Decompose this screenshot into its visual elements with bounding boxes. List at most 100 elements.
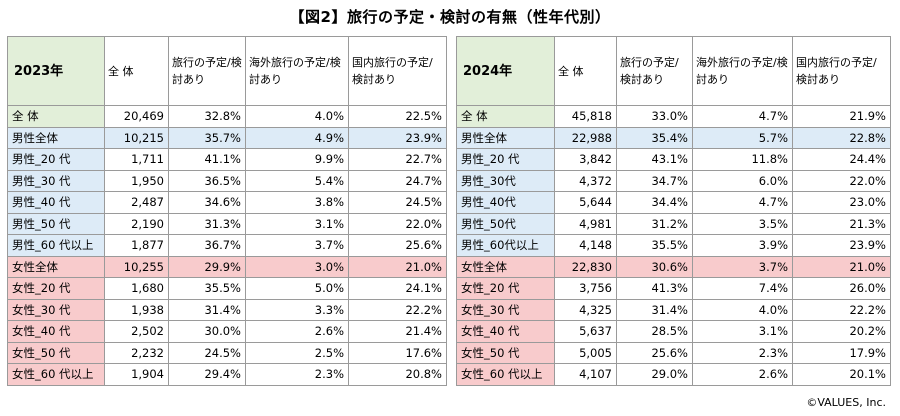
- cell-domestic: 22.8%: [792, 126, 891, 149]
- row-label: 女性_40 代: [7, 320, 105, 343]
- cell-overseas: 5.7%: [692, 126, 793, 149]
- cell-n: 1,950: [104, 169, 169, 192]
- cell-n: 22,988: [554, 126, 617, 149]
- row-label: 男性_40 代: [7, 191, 105, 214]
- row-label: 女性_30 代: [456, 298, 555, 321]
- header-row: 2023年全 体旅行の予定/検討あり 海外旅行の予定/検討あり 国内旅行の予定/検討…: [7, 36, 447, 106]
- cell-travel: 36.5%: [168, 169, 246, 192]
- column-header: 全 体: [554, 36, 617, 106]
- cell-domestic: 24.4%: [792, 148, 891, 171]
- cell-overseas: 2.3%: [692, 341, 793, 364]
- cell-n: 4,981: [554, 212, 617, 235]
- table-row: 女性全体 10,255 29.9% 3.0% 21.0%: [7, 255, 447, 278]
- row-label: 男性_50代: [456, 212, 555, 235]
- cell-overseas: 4.9%: [245, 126, 349, 149]
- cell-travel: 33.0%: [616, 105, 693, 128]
- column-header: 旅行の予定/検討あり: [616, 36, 693, 106]
- column-header: 国内旅行の予定/検討あり: [792, 36, 891, 106]
- cell-n: 2,502: [104, 320, 169, 343]
- cell-travel: 34.4%: [616, 191, 693, 214]
- table-row: 男性_40代 5,644 34.4% 4.7% 23.0%: [456, 191, 891, 214]
- table-row: 女性_60 代以上 4,107 29.0% 2.6% 20.1%: [456, 363, 891, 386]
- cell-travel: 35.4%: [616, 126, 693, 149]
- cell-n: 5,005: [554, 341, 617, 364]
- cell-travel: 31.2%: [616, 212, 693, 235]
- column-header: 全 体: [104, 36, 169, 106]
- cell-travel: 31.3%: [168, 212, 246, 235]
- row-label: 女性_20 代: [456, 277, 555, 300]
- row-label: 女性全体: [456, 255, 555, 278]
- cell-overseas: 3.9%: [692, 234, 793, 257]
- cell-domestic: 22.0%: [792, 169, 891, 192]
- table-row: 女性_20 代 1,680 35.5% 5.0% 24.1%: [7, 277, 447, 300]
- cell-n: 1,680: [104, 277, 169, 300]
- row-label: 女性_30 代: [7, 298, 105, 321]
- row-label: 女性_40 代: [456, 320, 555, 343]
- cell-domestic: 21.9%: [792, 105, 891, 128]
- cell-overseas: 3.8%: [245, 191, 349, 214]
- table-row: 男性_40 代 2,487 34.6% 3.8% 24.5%: [7, 191, 447, 214]
- table-2023: 2023年全 体旅行の予定/検討あり 海外旅行の予定/検討あり 国内旅行の予定/検討…: [7, 36, 447, 386]
- cell-domestic: 24.7%: [348, 169, 447, 192]
- cell-overseas: 4.0%: [245, 105, 349, 128]
- cell-overseas: 6.0%: [692, 169, 793, 192]
- row-label: 男性全体: [456, 126, 555, 149]
- cell-travel: 34.7%: [616, 169, 693, 192]
- cell-travel: 28.5%: [616, 320, 693, 343]
- cell-travel: 43.1%: [616, 148, 693, 171]
- cell-domestic: 24.5%: [348, 191, 447, 214]
- cell-travel: 29.9%: [168, 255, 246, 278]
- cell-overseas: 2.6%: [245, 320, 349, 343]
- table-row: 男性全体 22,988 35.4% 5.7% 22.8%: [456, 126, 891, 149]
- year-header: 2024年: [456, 36, 555, 106]
- cell-overseas: 5.0%: [245, 277, 349, 300]
- cell-overseas: 3.5%: [692, 212, 793, 235]
- cell-overseas: 4.0%: [692, 298, 793, 321]
- figure-title: 【図2】旅行の予定・検討の有無（性年代別）: [289, 8, 611, 26]
- cell-overseas: 2.5%: [245, 341, 349, 364]
- cell-n: 10,215: [104, 126, 169, 149]
- cell-domestic: 23.0%: [792, 191, 891, 214]
- table-row: 男性_20 代 3,842 43.1% 11.8% 24.4%: [456, 148, 891, 171]
- table-row: 全 体 20,469 32.8% 4.0% 22.5%: [7, 105, 447, 128]
- row-label: 男性全体: [7, 126, 105, 149]
- table-row: 男性_50代 4,981 31.2% 3.5% 21.3%: [456, 212, 891, 235]
- cell-domestic: 21.0%: [348, 255, 447, 278]
- cell-travel: 32.8%: [168, 105, 246, 128]
- column-header: 海外旅行の予定/検討あり: [692, 36, 793, 106]
- row-label: 女性_50 代: [456, 341, 555, 364]
- cell-n: 4,325: [554, 298, 617, 321]
- table-row: 女性_30 代 1,938 31.4% 3.3% 22.2%: [7, 298, 447, 321]
- column-header: 海外旅行の予定/検討あり: [245, 36, 349, 106]
- cell-domestic: 20.1%: [792, 363, 891, 386]
- cell-travel: 29.0%: [616, 363, 693, 386]
- row-label: 男性_50 代: [7, 212, 105, 235]
- row-label: 男性_20 代: [456, 148, 555, 171]
- cell-domestic: 24.1%: [348, 277, 447, 300]
- row-label: 男性_60 代以上: [7, 234, 105, 257]
- cell-domestic: 20.2%: [792, 320, 891, 343]
- cell-domestic: 22.7%: [348, 148, 447, 171]
- cell-travel: 34.6%: [168, 191, 246, 214]
- cell-n: 20,469: [104, 105, 169, 128]
- cell-overseas: 7.4%: [692, 277, 793, 300]
- row-label: 女性_60 代以上: [456, 363, 555, 386]
- row-label: 女性_20 代: [7, 277, 105, 300]
- table-row: 女性全体 22,830 30.6% 3.7% 21.0%: [456, 255, 891, 278]
- row-label: 女性全体: [7, 255, 105, 278]
- cell-n: 1,877: [104, 234, 169, 257]
- table-row: 男性_30 代 1,950 36.5% 5.4% 24.7%: [7, 169, 447, 192]
- cell-travel: 29.4%: [168, 363, 246, 386]
- cell-n: 2,232: [104, 341, 169, 364]
- cell-domestic: 17.9%: [792, 341, 891, 364]
- cell-domestic: 25.6%: [348, 234, 447, 257]
- cell-n: 3,842: [554, 148, 617, 171]
- cell-domestic: 21.0%: [792, 255, 891, 278]
- column-header: 国内旅行の予定/検討あり: [348, 36, 447, 106]
- cell-overseas: 5.4%: [245, 169, 349, 192]
- cell-overseas: 4.7%: [692, 105, 793, 128]
- table-row: 女性_40 代 2,502 30.0% 2.6% 21.4%: [7, 320, 447, 343]
- cell-n: 1,711: [104, 148, 169, 171]
- cell-n: 5,637: [554, 320, 617, 343]
- row-label: 男性_30 代: [7, 169, 105, 192]
